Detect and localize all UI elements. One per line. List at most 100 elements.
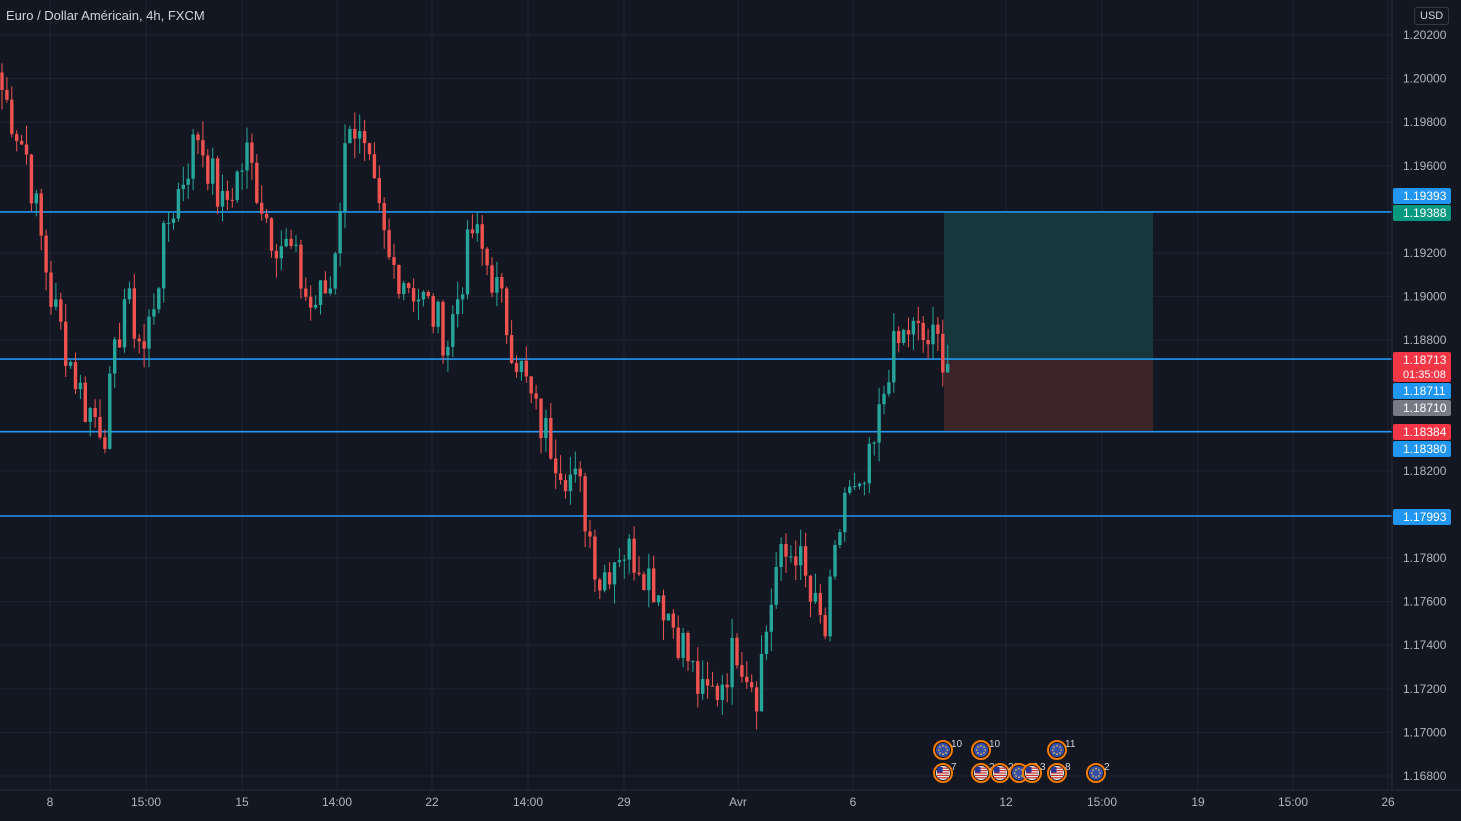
price-tick-label: 1.20200 [1403,28,1447,42]
eu-star [1018,776,1020,778]
eu-star [1015,769,1017,771]
candle-body [647,568,651,591]
candle-body [838,532,842,546]
time-tick-label: 15 [235,795,249,809]
currency-button[interactable]: USD [1414,7,1450,25]
candle-body [460,294,465,300]
event-icon-us[interactable]: 8 [1047,762,1071,783]
candle-body [931,324,935,345]
candle-body [24,144,29,155]
candle-body [264,213,269,219]
candle-body [260,202,264,214]
candle-body [59,299,63,322]
candle-body [372,154,377,178]
candle-body [583,476,587,532]
economic-events[interactable]: 101011722012382 [933,739,1110,783]
candle-body [83,382,87,422]
price-label-text: 1.18380 [1403,442,1447,456]
price-label-bg [1393,205,1451,221]
candle-body [495,277,499,293]
candle-body [764,631,769,655]
event-icon-eu[interactable]: 11 [1047,739,1076,760]
horizontal-lines[interactable] [0,211,1392,517]
candle-body [568,474,573,492]
candle-body [299,244,303,289]
time-tick-label: 15:00 [1087,795,1117,809]
event-icon-us[interactable]: 3 [1022,762,1046,783]
us-canton [937,767,943,773]
candle-body [740,665,744,677]
price-tick-label: 1.19200 [1403,246,1447,260]
time-axis[interactable]: 8 15:00 15 14:00 22 14:00 29 Avr 6 12 15:00 19 15:00… [0,789,1461,816]
candle-body [696,661,700,694]
time-tick-label: 8 [47,795,54,809]
time-tick-label: 19 [1191,795,1205,809]
candle-body [519,360,524,372]
eu-star [1095,768,1097,770]
candle-body [470,229,475,234]
candle-body [549,417,553,459]
candle-body [490,265,494,293]
time-tick-label: 15:00 [1278,795,1308,809]
candle-body [235,171,239,201]
candle-body [304,288,308,297]
candle-body [715,685,720,700]
candle-body [411,288,416,302]
event-icon-eu[interactable]: 10 [933,739,963,760]
candle-body [911,320,916,335]
candle-body [505,288,509,336]
symbol-title[interactable]: Euro / Dollar Américain, 4h, FXCM [6,8,205,23]
event-count: 8 [1065,762,1071,773]
price-tick-label: 1.19600 [1403,159,1447,173]
candle-body [779,544,783,568]
price-tick-label: 1.17400 [1403,638,1447,652]
candle-body [906,330,911,335]
candle-body [578,468,582,477]
eu-star [1098,769,1100,771]
candle-body [318,280,323,305]
candle-body [157,288,161,310]
candle-body [54,299,58,307]
grid [0,0,1392,790]
candle-body [681,632,685,658]
candle-body [225,190,230,200]
event-icon-us[interactable]: 7 [933,762,957,783]
candle-body [309,296,313,308]
candle-body [882,393,886,405]
eu-star [983,746,985,748]
candle-body [607,572,612,585]
candle-body [426,291,430,297]
eu-star [1059,752,1061,754]
eu-star [977,752,979,754]
event-icon-eu[interactable]: 2 [1086,762,1110,783]
candle-body [19,140,24,145]
eu-star [1059,746,1061,748]
price-tick-label: 1.20000 [1403,72,1447,86]
candle-body [852,486,857,488]
eu-star [1056,745,1058,747]
candle-body [848,486,852,493]
eu-star [1052,749,1054,751]
candle-body [255,162,259,203]
candle-body [745,676,749,683]
target-zone[interactable] [944,211,1153,360]
eu-star [1092,769,1094,771]
candle-body [818,593,822,615]
candle-body [103,437,107,449]
candle-body [794,556,798,566]
candle-body [240,170,244,172]
candle-body [730,637,734,688]
price-tick-label: 1.18200 [1403,464,1447,478]
candle-body [196,134,200,141]
event-icon-eu[interactable]: 10 [971,739,1001,760]
event-count: 3 [1040,762,1046,773]
long-position-tool[interactable] [944,211,1153,431]
candle-body [416,299,421,302]
stop-zone[interactable] [944,359,1153,431]
candle-body [901,330,906,343]
candle-body [73,361,78,390]
candle-body [5,89,9,100]
candle-body [720,684,724,700]
